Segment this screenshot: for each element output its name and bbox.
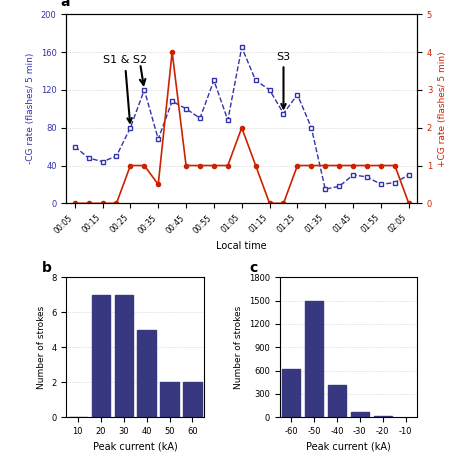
Y-axis label: Number of strokes: Number of strokes [234,306,243,389]
X-axis label: Local time: Local time [217,240,267,251]
X-axis label: Peak current (kA): Peak current (kA) [306,441,391,451]
Bar [115,295,133,417]
Y-axis label: -CG rate (flashes/ 5 min): -CG rate (flashes/ 5 min) [26,53,35,164]
Y-axis label: +CG rate (flashes/ 5 min): +CG rate (flashes/ 5 min) [438,51,447,166]
Bar [374,416,392,417]
Bar [328,384,346,417]
Bar [137,330,156,417]
Text: S3: S3 [276,52,291,109]
Bar [282,369,300,417]
Bar [305,301,323,417]
Bar [91,295,110,417]
Text: a: a [61,0,70,9]
Bar [160,382,179,417]
Bar [183,382,201,417]
Y-axis label: Number of strokes: Number of strokes [36,306,46,389]
Bar [351,412,369,417]
Text: c: c [249,261,257,274]
Text: S1 & S2: S1 & S2 [103,55,147,123]
X-axis label: Peak current (kA): Peak current (kA) [93,441,177,451]
Text: b: b [42,261,52,274]
